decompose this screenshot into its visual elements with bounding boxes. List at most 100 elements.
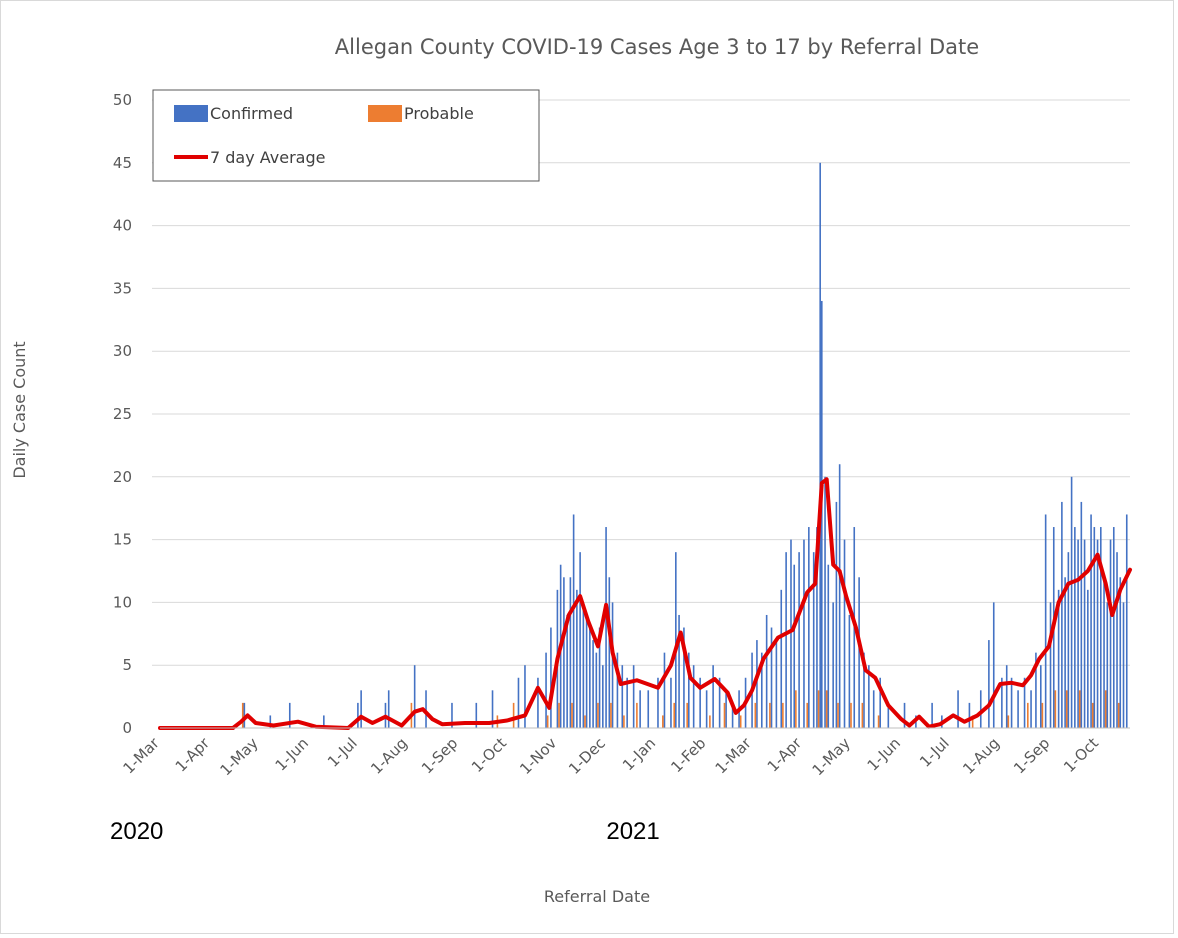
confirmed-bars bbox=[243, 162, 1128, 729]
confirmed-bar-120 bbox=[1093, 527, 1096, 728]
confirmed-bar-114 bbox=[1074, 527, 1076, 728]
confirmed-bar-46 bbox=[678, 614, 680, 728]
confirmed-bar-97 bbox=[992, 602, 995, 728]
confirmed-bar-1 bbox=[269, 715, 272, 728]
confirmed-bar-78 bbox=[835, 501, 838, 728]
probable-bar-27 bbox=[861, 702, 864, 728]
x-tick-label-13: 1-Apr bbox=[764, 734, 806, 776]
confirmed-bar-5 bbox=[360, 690, 362, 728]
confirmed-bar-112 bbox=[1067, 552, 1070, 728]
y-tick-label-35: 35 bbox=[113, 279, 132, 297]
x-tick-label-9: 1-Dec bbox=[565, 734, 609, 778]
confirmed-bar-63 bbox=[775, 640, 778, 728]
confirmed-bar-106 bbox=[1044, 514, 1047, 728]
y-axis-title: Daily Case Count bbox=[10, 341, 29, 478]
confirmed-bar-26 bbox=[582, 602, 585, 728]
legend: Confirmed Probable 7 day Average bbox=[152, 89, 540, 182]
confirmed-bar-110 bbox=[1061, 501, 1063, 728]
confirmed-bar-100 bbox=[1010, 677, 1013, 728]
confirmed-bar-32 bbox=[602, 665, 604, 728]
confirmed-bar-9 bbox=[425, 690, 427, 728]
probable-bar-37 bbox=[1104, 690, 1107, 728]
x-tick-label-4: 1-Jul bbox=[324, 734, 361, 771]
x-tick-label-11: 1-Feb bbox=[667, 734, 709, 776]
confirmed-bar-104 bbox=[1035, 652, 1037, 728]
y-tick-label-20: 20 bbox=[113, 468, 132, 486]
probable-bar-7 bbox=[584, 715, 586, 728]
legend-swatch-confirmed bbox=[174, 105, 208, 122]
probable-bar-15 bbox=[709, 715, 711, 728]
probable-bar-14 bbox=[686, 702, 688, 728]
confirmed-bar-119 bbox=[1090, 514, 1092, 728]
confirmed-bar-22 bbox=[569, 577, 572, 728]
confirmed-bar-126 bbox=[1112, 527, 1115, 728]
y-tick-label-15: 15 bbox=[113, 531, 132, 549]
probable-bar-5 bbox=[558, 702, 560, 728]
chart-title: Allegan County COVID-19 Cases Age 3 to 1… bbox=[335, 35, 979, 59]
confirmed-bar-80 bbox=[843, 539, 846, 728]
confirmed-bar-81 bbox=[848, 614, 851, 728]
confirmed-bar-20 bbox=[563, 577, 565, 728]
confirmed-bar-21 bbox=[566, 614, 568, 728]
probable-bar-17 bbox=[739, 715, 742, 728]
confirmed-bar-0 bbox=[243, 702, 246, 728]
confirmed-bar-123 bbox=[1103, 577, 1105, 728]
y-tick-label-50: 50 bbox=[113, 91, 132, 109]
confirmed-bar-39 bbox=[632, 665, 635, 728]
probable-bar-38 bbox=[1117, 702, 1120, 728]
confirmed-bar-33 bbox=[605, 527, 607, 728]
probable-bar-9 bbox=[610, 702, 612, 728]
confirmed-bar-43 bbox=[663, 652, 666, 728]
y-tick-label-10: 10 bbox=[113, 593, 132, 611]
confirmed-bar-38 bbox=[626, 677, 628, 728]
confirmed-bar-14 bbox=[524, 665, 526, 728]
confirmed-bar-107 bbox=[1049, 602, 1052, 728]
confirmed-bar-113 bbox=[1070, 476, 1073, 728]
probable-bar-20 bbox=[782, 702, 784, 728]
y-tick-label-25: 25 bbox=[113, 405, 132, 423]
confirmed-bar-40 bbox=[639, 690, 641, 728]
x-tick-label-0: 1-Mar bbox=[120, 734, 164, 778]
confirmed-bar-69 bbox=[803, 539, 805, 728]
probable-bar-12 bbox=[662, 715, 664, 728]
probable-bar-13 bbox=[673, 702, 675, 728]
year-label-2020: 2020 bbox=[110, 818, 163, 845]
x-tick-label-5: 1-Aug bbox=[367, 734, 411, 778]
year-label-2021: 2021 bbox=[606, 818, 659, 845]
confirmed-bar-115 bbox=[1077, 539, 1079, 728]
confirmed-bar-65 bbox=[785, 552, 787, 728]
confirmed-bar-109 bbox=[1057, 589, 1060, 728]
confirmed-bar-103 bbox=[1030, 690, 1032, 728]
probable-bar-10 bbox=[623, 715, 625, 728]
confirmed-bar-4 bbox=[357, 702, 359, 728]
confirmed-bar-85 bbox=[868, 665, 870, 728]
confirmed-bar-59 bbox=[756, 640, 758, 728]
probable-bar-28 bbox=[877, 715, 880, 728]
year-labels: 2020 2021 bbox=[110, 818, 660, 845]
confirmed-bar-79 bbox=[838, 464, 841, 728]
probable-bar-16 bbox=[723, 702, 726, 728]
confirmed-bar-71 bbox=[812, 552, 815, 728]
probable-bar-18 bbox=[754, 702, 757, 728]
confirmed-bar-77 bbox=[832, 602, 834, 728]
probable-bar-31 bbox=[1027, 702, 1029, 728]
confirmed-bar-44 bbox=[670, 677, 672, 728]
confirmed-bar-66 bbox=[790, 539, 792, 728]
confirmed-bar-70 bbox=[808, 527, 810, 728]
x-tick-label-1: 1-Apr bbox=[172, 734, 214, 776]
x-tick-label-2: 1-May bbox=[217, 734, 262, 779]
y-tick-label-5: 5 bbox=[122, 656, 132, 674]
confirmed-bar-128 bbox=[1119, 577, 1122, 728]
confirmed-bar-116 bbox=[1080, 501, 1083, 728]
confirmed-bar-27 bbox=[585, 614, 588, 728]
probable-bar-22 bbox=[806, 702, 809, 728]
confirmed-bar-45 bbox=[675, 552, 677, 728]
y-tick-label-40: 40 bbox=[113, 217, 132, 235]
confirmed-bar-84 bbox=[863, 652, 865, 728]
confirmed-bar-25 bbox=[579, 552, 581, 728]
confirmed-bar-15 bbox=[537, 677, 539, 728]
confirmed-bar-34 bbox=[608, 577, 611, 728]
confirmed-bar-51 bbox=[705, 690, 708, 728]
seven-day-average-line bbox=[158, 477, 1132, 730]
